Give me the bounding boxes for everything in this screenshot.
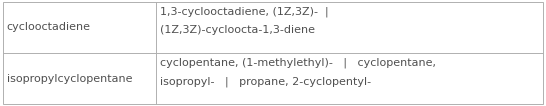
Text: cyclooctadiene: cyclooctadiene — [7, 22, 91, 32]
Text: (1Z,3Z)-cycloocta-1,3-diene: (1Z,3Z)-cycloocta-1,3-diene — [160, 25, 315, 35]
Text: isopropylcyclopentane: isopropylcyclopentane — [7, 74, 132, 84]
Text: isopropyl-   |   propane, 2-cyclopentyl-: isopropyl- | propane, 2-cyclopentyl- — [160, 76, 371, 87]
Text: 1,3-cyclooctadiene, (1Z,3Z)-  |: 1,3-cyclooctadiene, (1Z,3Z)- | — [160, 6, 329, 17]
Text: cyclopentane, (1-methylethyl)-   |   cyclopentane,: cyclopentane, (1-methylethyl)- | cyclope… — [160, 58, 436, 68]
